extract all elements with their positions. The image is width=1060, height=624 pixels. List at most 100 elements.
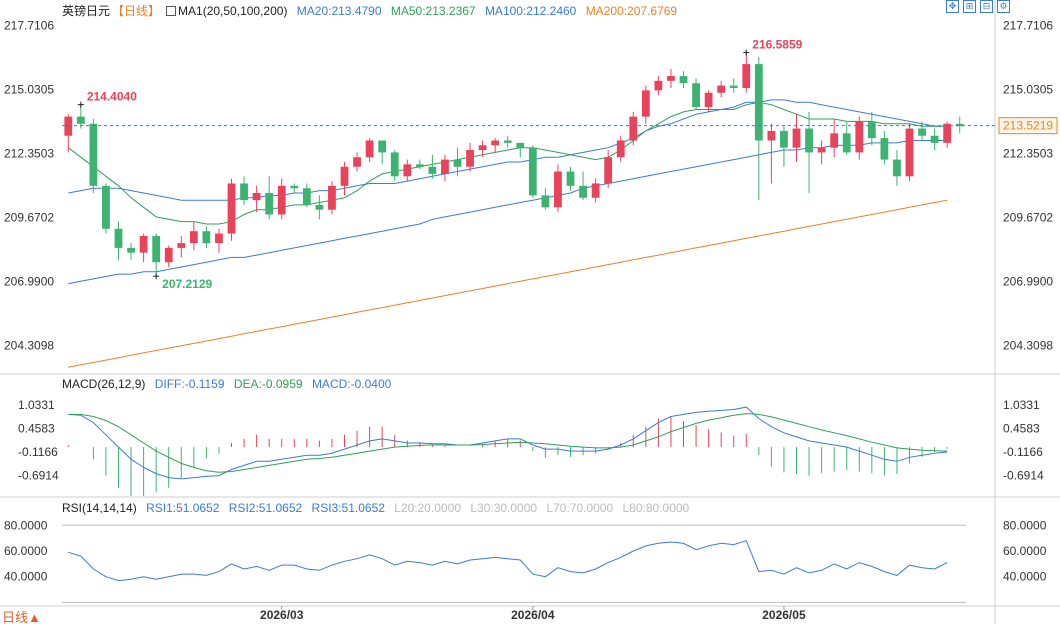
- rsi-y-tick-left: 60.0000: [4, 544, 48, 558]
- candle-body: [918, 128, 926, 136]
- extreme-annotation: 207.2129: [162, 277, 212, 291]
- candle-body: [353, 157, 361, 167]
- ma-line-ma100: [68, 140, 948, 285]
- macd-y-tick-right: -0.6914: [1003, 468, 1044, 482]
- rsi-y-tick-left: 40.0000: [4, 570, 48, 584]
- rsi-l70: L70:70.0000: [546, 501, 614, 515]
- ma20-value: MA20:213.4790: [296, 4, 382, 18]
- candle-body: [89, 123, 98, 186]
- period-selector-button[interactable]: 日线▲: [2, 610, 41, 624]
- candle-body: [805, 128, 813, 153]
- y-tick-label-right: 217.7106: [1003, 19, 1053, 33]
- candle-body: [403, 164, 412, 177]
- candle-body: [855, 121, 864, 153]
- candle-body: [503, 140, 512, 143]
- candle-body: [277, 185, 286, 215]
- period-tag[interactable]: 【日线】: [112, 4, 161, 18]
- rsi1-value: RSI1:51.0652: [146, 501, 220, 515]
- candle-body: [64, 116, 73, 136]
- candle-body: [604, 157, 613, 184]
- y-tick-label-left: 209.6702: [4, 211, 54, 225]
- macd-label: MACD(26,12,9): [62, 377, 146, 391]
- macd-y-tick-left: 1.0331: [18, 398, 55, 412]
- macd-y-tick-right: 0.4583: [1003, 421, 1040, 435]
- candle-body: [415, 164, 424, 167]
- rsi-l20: L20:20.0000: [394, 501, 461, 515]
- candle-body: [302, 188, 311, 205]
- move-icon[interactable]: ✥: [946, 0, 959, 13]
- rsi-y-tick-right: 40.0000: [1003, 570, 1047, 584]
- candle-body: [453, 159, 462, 167]
- macd-y-tick-left: 0.4583: [18, 421, 55, 435]
- macd-dea: DEA:-0.0959: [233, 377, 303, 391]
- y-tick-label-left: 206.9900: [4, 275, 54, 289]
- candle-body: [139, 235, 148, 253]
- candle-body: [579, 185, 587, 198]
- candle-body: [290, 185, 299, 189]
- ma-toggle-icon[interactable]: [166, 6, 177, 16]
- y-tick-label-left: 215.0305: [4, 83, 54, 97]
- candle-body: [830, 133, 839, 148]
- rsi-label: RSI(14,14,14): [62, 501, 137, 515]
- candle-body: [654, 80, 663, 91]
- candle-body: [629, 116, 638, 141]
- candle-body: [516, 142, 525, 148]
- candle-body: [491, 140, 500, 146]
- candle-body: [767, 130, 776, 141]
- zoom-in-icon[interactable]: ⊞: [963, 0, 976, 13]
- candle-body: [428, 166, 437, 174]
- candle-body: [717, 85, 726, 93]
- candle-body: [817, 147, 826, 153]
- candle-body: [252, 193, 261, 201]
- x-tick-label: 2026/04: [511, 608, 555, 622]
- candle-body: [265, 193, 274, 215]
- instrument-name: 英镑日元: [62, 4, 111, 18]
- rsi-y-tick-right: 80.0000: [1003, 518, 1047, 532]
- macd-y-tick-left: -0.6914: [18, 468, 59, 482]
- candle-body: [679, 76, 688, 84]
- macd-line-dea: [68, 413, 948, 473]
- candle-body: [880, 138, 889, 160]
- candle-body: [641, 90, 650, 117]
- candle-body: [152, 235, 161, 263]
- candle-body: [202, 231, 211, 244]
- y-tick-label-right: 206.9900: [1003, 275, 1053, 289]
- candle-body: [955, 123, 964, 127]
- rsi-l30: L30:30.0000: [470, 501, 538, 515]
- candle-body: [905, 128, 914, 177]
- settings-icon[interactable]: ⚙: [997, 0, 1010, 13]
- candle-body: [867, 121, 876, 139]
- candle-body: [667, 76, 675, 81]
- candle-body: [76, 116, 85, 124]
- candle-body: [842, 133, 851, 153]
- rsi-header: RSI(14,14,14) RSI1:51.0652 RSI2:51.0652 …: [62, 501, 695, 515]
- macd-value: MACD:-0.0400: [311, 377, 392, 391]
- zoom-out-icon[interactable]: ⊟: [980, 0, 993, 13]
- y-tick-label-left: 212.3503: [4, 147, 54, 161]
- candle-body: [227, 183, 236, 234]
- candle-body: [102, 185, 110, 229]
- candle-body: [114, 228, 123, 248]
- current-price-label: 213.5219: [1003, 119, 1053, 133]
- candle-body: [328, 185, 336, 210]
- candle-body: [189, 231, 198, 244]
- candle-body: [240, 183, 248, 201]
- macd-y-tick-right: -0.1166: [1003, 445, 1043, 459]
- extreme-annotation: 214.4040: [87, 90, 137, 104]
- rsi-y-tick-left: 80.0000: [4, 518, 48, 532]
- candle-body: [441, 159, 449, 174]
- ma-line-ma20: [68, 99, 948, 201]
- candle-body: [792, 128, 801, 148]
- macd-header: MACD(26,12,9) DIFF:-0.1159 DEA:-0.0959 M…: [62, 377, 397, 391]
- candle-body: [930, 135, 939, 143]
- candle-body: [616, 140, 625, 158]
- rsi2-value: RSI2:51.0652: [228, 501, 303, 515]
- extreme-annotation: 216.5859: [752, 38, 802, 52]
- y-tick-label-left: 217.7106: [4, 19, 54, 33]
- candle-body: [943, 123, 952, 143]
- y-tick-label-left: 204.3098: [4, 339, 54, 353]
- main-chart-header: 英镑日元 【日线】 MA1(20,50,100,200) MA20:213.4790…: [62, 2, 683, 19]
- candle-body: [893, 159, 901, 177]
